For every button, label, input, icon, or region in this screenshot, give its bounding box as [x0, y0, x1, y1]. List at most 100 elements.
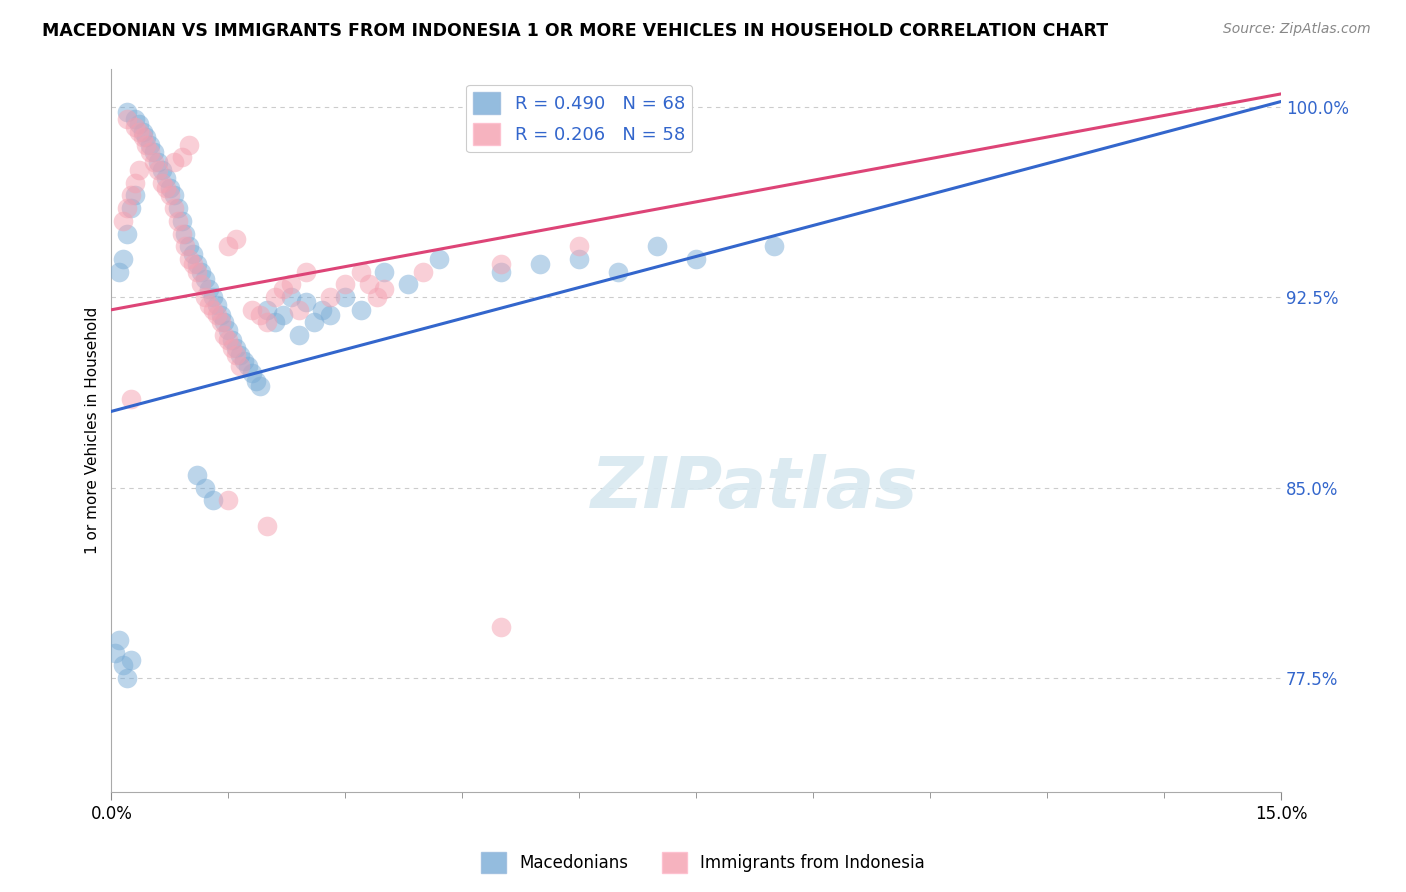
Point	[135, 130, 157, 145]
Point	[194, 481, 217, 495]
Point	[350, 265, 373, 279]
Point	[256, 518, 278, 533]
Point	[249, 308, 271, 322]
Point	[128, 125, 150, 139]
Point	[179, 137, 201, 152]
Text: Source: ZipAtlas.com: Source: ZipAtlas.com	[1223, 22, 1371, 37]
Point	[112, 658, 135, 673]
Point	[198, 298, 221, 312]
Point	[159, 188, 181, 202]
Point	[357, 277, 380, 292]
Point	[115, 227, 138, 241]
Point	[163, 155, 186, 169]
Point	[373, 283, 395, 297]
Point	[373, 265, 395, 279]
Point	[115, 112, 138, 127]
Point	[335, 290, 357, 304]
Point	[607, 265, 630, 279]
Point	[179, 239, 201, 253]
Point	[366, 290, 388, 304]
Point	[139, 137, 162, 152]
Point	[229, 349, 252, 363]
Point	[225, 232, 247, 246]
Point	[240, 302, 263, 317]
Point	[209, 308, 232, 322]
Point	[112, 214, 135, 228]
Point	[115, 104, 138, 119]
Point	[190, 277, 212, 292]
Point	[166, 214, 188, 228]
Point	[186, 257, 208, 271]
Point	[150, 176, 173, 190]
Point	[630, 104, 652, 119]
Point	[685, 252, 707, 266]
Point	[225, 341, 247, 355]
Point	[240, 366, 263, 380]
Point	[568, 252, 591, 266]
Point	[124, 176, 146, 190]
Point	[427, 252, 450, 266]
Point	[221, 333, 243, 347]
Point	[256, 316, 278, 330]
Point	[128, 163, 150, 178]
Point	[120, 188, 142, 202]
Point	[350, 302, 373, 317]
Point	[645, 239, 668, 253]
Point	[271, 308, 294, 322]
Point	[335, 277, 357, 292]
Point	[412, 265, 434, 279]
Point	[209, 316, 232, 330]
Point	[319, 308, 342, 322]
Point	[217, 239, 239, 253]
Point	[159, 181, 181, 195]
Point	[295, 265, 318, 279]
Point	[280, 277, 302, 292]
Point	[124, 112, 146, 127]
Legend: R = 0.490   N = 68, R = 0.206   N = 58: R = 0.490 N = 68, R = 0.206 N = 58	[467, 85, 692, 153]
Point	[155, 181, 177, 195]
Point	[143, 145, 166, 160]
Point	[236, 359, 259, 373]
Point	[115, 671, 138, 685]
Legend: Macedonians, Immigrants from Indonesia: Macedonians, Immigrants from Indonesia	[474, 846, 932, 880]
Point	[491, 620, 513, 634]
Text: ZIPatlas: ZIPatlas	[591, 454, 918, 523]
Point	[201, 302, 224, 317]
Point	[166, 201, 188, 215]
Point	[287, 328, 309, 343]
Point	[104, 646, 127, 660]
Point	[128, 117, 150, 131]
Point	[217, 323, 239, 337]
Y-axis label: 1 or more Vehicles in Household: 1 or more Vehicles in Household	[86, 307, 100, 554]
Point	[205, 308, 228, 322]
Point	[120, 392, 142, 406]
Point	[198, 283, 221, 297]
Point	[311, 302, 333, 317]
Point	[155, 170, 177, 185]
Point	[264, 316, 287, 330]
Point	[225, 349, 247, 363]
Point	[763, 239, 786, 253]
Point	[249, 379, 271, 393]
Point	[124, 120, 146, 134]
Point	[256, 302, 278, 317]
Point	[163, 201, 186, 215]
Point	[194, 290, 217, 304]
Point	[163, 188, 186, 202]
Point	[529, 257, 551, 271]
Point	[205, 298, 228, 312]
Point	[491, 257, 513, 271]
Point	[143, 155, 166, 169]
Point	[217, 493, 239, 508]
Point	[319, 290, 342, 304]
Point	[190, 265, 212, 279]
Point	[174, 227, 197, 241]
Point	[108, 265, 131, 279]
Point	[233, 353, 256, 368]
Point	[120, 653, 142, 667]
Point	[280, 290, 302, 304]
Point	[131, 125, 153, 139]
Point	[120, 201, 142, 215]
Point	[201, 290, 224, 304]
Point	[271, 283, 294, 297]
